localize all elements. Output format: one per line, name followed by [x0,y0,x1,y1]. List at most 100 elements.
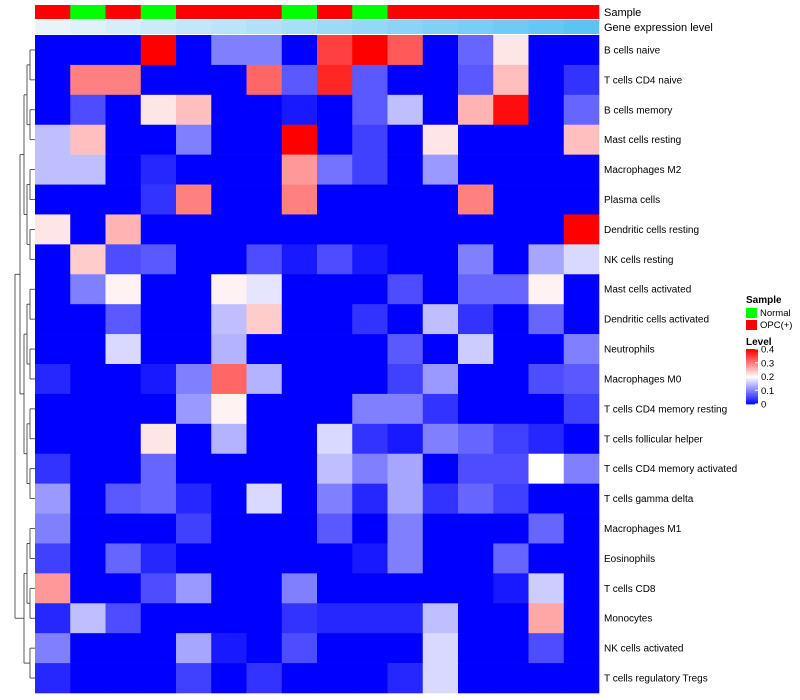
heatmap-cell [70,633,106,664]
heatmap-cell [246,124,283,155]
heatmap-cell [458,154,494,185]
heatmap-cell [70,663,106,694]
row-label: B cells naive [604,45,661,56]
heatmap-cell [140,214,177,245]
heatmap-cell [352,154,388,185]
heatmap-cell [458,274,494,305]
heatmap-cell [176,64,212,96]
heatmap-cell [176,483,212,514]
heatmap-cell [528,64,565,96]
heatmap-cell [387,35,424,66]
heatmap-cell [211,423,247,455]
heatmap-cell [317,154,353,185]
heatmap-cell [317,663,353,694]
annotation-label-sample: Sample [604,7,641,19]
row-label: T cells CD8 [604,584,656,595]
heatmap-cell [493,364,529,395]
heatmap-cell [140,663,177,694]
heatmap-cell [387,453,424,484]
heatmap-cell [70,184,106,215]
row-label: T cells CD4 naive [604,75,683,86]
heatmap-cell [70,124,106,155]
heatmap-cell [35,603,71,634]
heatmap-cell [352,513,388,544]
heatmap-cell [422,244,459,275]
heatmap-cell [35,483,71,514]
heatmap-cell [422,94,459,126]
colorbar-segment [746,369,758,372]
colorbar-segment [746,362,758,365]
heatmap-cell [387,154,424,185]
heatmap-cell [422,513,459,544]
heatmap-cell [387,94,424,126]
row-label: T cells CD4 memory resting [604,404,727,415]
heatmap-cell [352,334,388,365]
heatmap-cell [387,513,424,544]
row-dendrogram [14,49,35,679]
heatmap-cell [422,633,459,664]
heatmap-cell [211,364,247,395]
heatmap-cells [35,35,600,694]
heatmap-cell [458,184,494,215]
heatmap-cell [317,453,353,484]
heatmap-cell [176,244,212,275]
colorbar-segment [746,368,758,371]
gene-expression-annotation-cell [387,20,424,34]
heatmap-cell [281,393,318,425]
heatmap-cell [140,483,177,514]
heatmap-cell [70,154,106,185]
gene-expression-annotation-cell [281,20,318,34]
heatmap-cell [458,453,494,484]
heatmap-cell [563,393,600,425]
heatmap-cell [563,64,600,96]
sample-annotation-cell [563,5,600,19]
heatmap-cell [35,304,71,335]
legend-level-title: Level [746,337,772,348]
heatmap-cell [528,573,565,604]
colorbar-segment [746,375,758,377]
heatmap-cell [528,603,565,634]
heatmap-cell [281,603,318,634]
heatmap-cell [352,124,388,155]
heatmap-cell [317,35,353,66]
gene-expression-annotation-cell [246,20,283,34]
heatmap-cell [70,334,106,365]
row-label: Plasma cells [604,195,660,206]
heatmap-cell [458,543,494,574]
heatmap-cell [422,334,459,365]
gene-expression-annotation-cell [176,20,212,34]
sample-annotation-cell [458,5,494,19]
heatmap-cell [493,393,529,425]
colorbar-segment [746,377,758,380]
row-label: Dendritic cells resting [604,225,699,236]
heatmap-cell [528,35,565,66]
heatmap-cell [70,543,106,574]
heatmap-cell [140,513,177,544]
heatmap-cell [246,94,283,126]
colorbar-segment [746,384,758,387]
heatmap-cell [140,453,177,484]
row-label: Monocytes [604,614,652,625]
heatmap-cell [317,274,353,305]
gene-expression-annotation-cell [422,20,459,34]
heatmap-cell [35,184,71,215]
legend: Sample Normal OPC(+) Level 0.4 0.3 0.2 0.1 0 [746,295,792,411]
heatmap-cell [176,543,212,574]
heatmap-cell [211,274,247,305]
sample-annotation-cell [528,5,565,19]
heatmap-cell [70,513,106,544]
heatmap-cell [352,453,388,484]
heatmap-cell [176,573,212,604]
colorbar-tick-label: 0 [761,400,766,411]
heatmap-cell [493,603,529,634]
colorbar-segment [746,390,758,393]
heatmap-cell [493,304,529,335]
heatmap-cell [281,334,318,365]
heatmap-cell [35,513,71,544]
legend-normal-swatch [746,308,757,318]
heatmap-cell [493,94,529,126]
heatmap-cell [140,154,177,185]
heatmap-cell [140,184,177,215]
heatmap-cell [493,35,529,66]
heatmap-cell [211,214,247,245]
